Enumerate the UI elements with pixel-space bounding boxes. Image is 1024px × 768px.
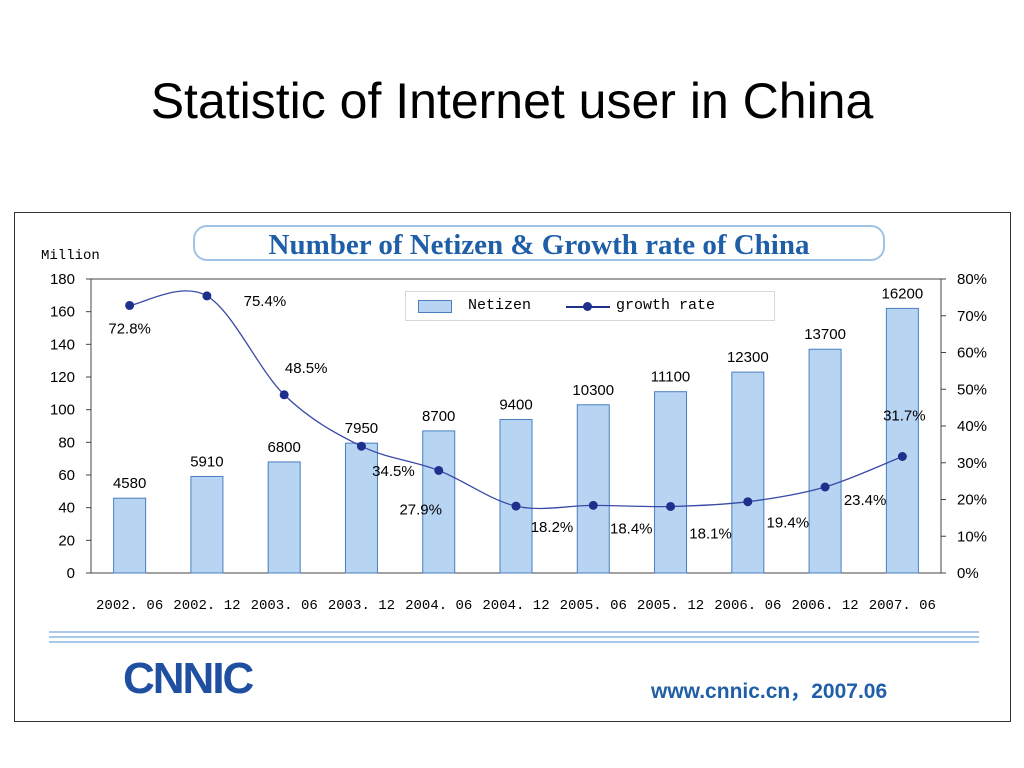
- y-axis-left-tick-label: 180: [50, 271, 75, 288]
- y-axis-right-tick-label: 30%: [957, 455, 987, 472]
- legend-label-netizen: Netizen: [468, 297, 532, 314]
- bar-netizen: [576, 404, 610, 574]
- bar-data-label: 12300: [727, 349, 769, 366]
- growth-rate-data-label: 75.4%: [244, 293, 287, 310]
- x-axis-tick-label: 2003. 06: [251, 598, 318, 614]
- y-axis-left-label: Million: [41, 248, 100, 264]
- bar-data-label: 16200: [882, 285, 924, 302]
- y-axis-right-tick-label: 80%: [957, 271, 987, 288]
- x-axis-tick-label: 2007. 06: [869, 598, 936, 614]
- x-axis-tick-label: 2006. 06: [714, 598, 781, 614]
- y-axis-left-tick-label: 120: [50, 369, 75, 386]
- bar-data-label: 8700: [422, 408, 455, 425]
- bar-netizen: [885, 307, 919, 574]
- legend-bar-swatch: [418, 300, 452, 313]
- footer-separator: [49, 631, 979, 646]
- growth-rate-marker: [125, 300, 135, 310]
- bar-netizen: [422, 430, 456, 574]
- growth-rate-data-label: 72.8%: [108, 320, 151, 337]
- y-axis-left-tick-label: 140: [50, 336, 75, 353]
- bar-data-label: 11100: [651, 369, 691, 386]
- y-axis-right-tick-label: 40%: [957, 418, 987, 435]
- bar-netizen: [344, 442, 378, 574]
- y-axis-left-tick-label: 100: [50, 402, 75, 419]
- y-axis-left-tick-label: 40: [58, 500, 75, 517]
- bar-netizen: [113, 497, 147, 574]
- source-credit: www.cnnic.cn，2007.06: [651, 680, 888, 703]
- x-axis-tick-label: 2005. 12: [637, 598, 704, 614]
- y-axis-left-tick-label: 0: [67, 565, 75, 582]
- series-line-growth-rate: [129, 290, 903, 510]
- bar-data-label: 10300: [572, 382, 614, 399]
- growth-rate-marker: [897, 452, 907, 462]
- x-axis-tick-label: 2002. 12: [173, 598, 240, 614]
- growth-rate-marker: [666, 501, 676, 511]
- growth-rate-marker: [434, 465, 444, 475]
- x-axis-tick-label: 2002. 06: [96, 598, 163, 614]
- growth-rate-marker: [279, 390, 289, 400]
- bar-netizen: [267, 461, 301, 574]
- x-axis-tick-label: 2005. 06: [560, 598, 627, 614]
- bar-data-label: 9400: [499, 396, 532, 413]
- bar-netizen: [731, 371, 765, 574]
- bar-data-label: 7950: [345, 420, 378, 437]
- growth-rate-marker: [588, 500, 598, 510]
- growth-rate-marker: [356, 441, 366, 451]
- combo-chart: Million 0 20 40 60 80 100 120 140 160 180 0% 10% 20% 3…: [41, 248, 987, 614]
- chart-legend: Netizen growth rate: [405, 291, 775, 321]
- bar-data-label: 4580: [113, 475, 146, 492]
- legend-label-growth-rate: growth rate: [616, 297, 716, 314]
- y-axis-right-tick-label: 60%: [957, 345, 987, 362]
- chart-title: Number of Netizen & Growth rate of China: [193, 225, 885, 261]
- y-axis-right-tick-label: 20%: [957, 492, 987, 509]
- growth-rate-data-label: 23.4%: [844, 492, 887, 509]
- x-axis-tick-label: 2004. 06: [405, 598, 472, 614]
- y-axis-left-tick-label: 20: [58, 532, 75, 549]
- chart-figure: Million 0 20 40 60 80 100 120 140 160 180 0% 10% 20% 3…: [14, 212, 1011, 722]
- bar-data-label: 5910: [190, 453, 223, 470]
- y-axis-right-tick-label: 0%: [957, 565, 979, 582]
- y-axis-right-tick-label: 70%: [957, 308, 987, 325]
- cnnic-logo: CNNIC: [123, 654, 256, 699]
- y-axis-left-tick-label: 80: [58, 434, 75, 451]
- growth-rate-data-label: 18.2%: [531, 519, 574, 536]
- legend-marker-swatch: [583, 302, 592, 311]
- growth-rate-data-label: 19.4%: [767, 515, 810, 532]
- bar-data-label: 6800: [267, 439, 300, 456]
- growth-rate-data-label: 27.9%: [399, 501, 442, 518]
- growth-rate-data-label: 34.5%: [372, 463, 415, 480]
- growth-rate-data-label: 18.1%: [689, 525, 732, 542]
- x-axis-tick-label: 2003. 12: [328, 598, 395, 614]
- bar-netizen: [808, 348, 842, 574]
- growth-rate-marker: [743, 497, 753, 507]
- growth-rate-marker: [511, 501, 521, 511]
- y-axis-right-tick-label: 50%: [957, 381, 987, 398]
- growth-rate-marker: [820, 482, 830, 492]
- x-axis-tick-label: 2004. 12: [482, 598, 549, 614]
- growth-rate-marker: [202, 291, 212, 301]
- svg-text:CNNIC: CNNIC: [123, 654, 254, 699]
- growth-rate-data-label: 48.5%: [285, 360, 328, 377]
- bar-netizen: [190, 475, 224, 574]
- y-axis-left-tick-label: 60: [58, 467, 75, 484]
- bar-data-label: 13700: [804, 326, 846, 343]
- bar-netizen: [499, 418, 533, 574]
- growth-rate-data-label: 18.4%: [610, 520, 653, 537]
- y-axis-left-tick-label: 160: [50, 304, 75, 321]
- y-axis-right-tick-label: 10%: [957, 528, 987, 545]
- slide-title: Statistic of Internet user in China: [150, 73, 874, 129]
- bar-netizen: [654, 391, 688, 574]
- growth-rate-data-label: 31.7%: [883, 408, 926, 425]
- x-axis-tick-label: 2006. 12: [791, 598, 858, 614]
